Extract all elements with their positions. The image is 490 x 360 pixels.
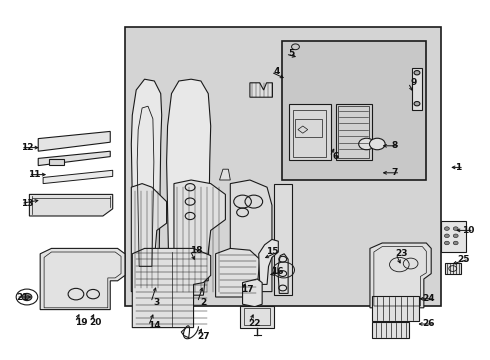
Bar xyxy=(125,27,441,306)
Bar xyxy=(445,263,461,274)
Bar xyxy=(244,308,270,325)
Circle shape xyxy=(369,138,385,150)
Text: 17: 17 xyxy=(241,285,254,294)
Polygon shape xyxy=(230,180,272,292)
Circle shape xyxy=(444,227,449,230)
Bar xyxy=(336,104,372,160)
Text: 8: 8 xyxy=(392,141,397,150)
Bar xyxy=(295,119,322,137)
Circle shape xyxy=(453,241,458,245)
Bar xyxy=(338,106,369,158)
Text: 12: 12 xyxy=(21,143,33,152)
Text: 22: 22 xyxy=(248,320,261,328)
Text: 3: 3 xyxy=(154,298,160,307)
Polygon shape xyxy=(274,184,292,295)
Circle shape xyxy=(444,234,449,238)
Polygon shape xyxy=(370,243,431,308)
Polygon shape xyxy=(131,184,167,292)
Bar xyxy=(49,159,64,165)
Text: 14: 14 xyxy=(148,321,161,330)
Text: 27: 27 xyxy=(197,332,210,341)
Text: 16: 16 xyxy=(270,267,283,276)
Text: 6: 6 xyxy=(333,152,339,161)
Bar xyxy=(372,296,419,321)
Bar xyxy=(282,41,426,180)
Polygon shape xyxy=(174,180,225,295)
Polygon shape xyxy=(216,248,260,297)
Circle shape xyxy=(414,102,420,106)
Circle shape xyxy=(359,138,374,150)
Text: 7: 7 xyxy=(391,168,398,177)
Circle shape xyxy=(444,241,449,245)
Polygon shape xyxy=(29,194,113,216)
Polygon shape xyxy=(250,83,272,97)
Polygon shape xyxy=(259,239,278,284)
Polygon shape xyxy=(131,79,162,281)
Text: 18: 18 xyxy=(190,246,202,255)
Bar xyxy=(293,110,326,157)
Circle shape xyxy=(22,293,32,301)
Text: 20: 20 xyxy=(89,318,102,327)
Text: 19: 19 xyxy=(74,318,87,327)
Text: 10: 10 xyxy=(462,226,474,235)
Text: 2: 2 xyxy=(200,298,206,307)
Polygon shape xyxy=(132,248,211,328)
Bar xyxy=(441,221,465,252)
Text: 1: 1 xyxy=(455,163,461,172)
Circle shape xyxy=(453,227,458,230)
Text: 24: 24 xyxy=(422,294,435,303)
Text: 9: 9 xyxy=(411,78,417,87)
Circle shape xyxy=(453,234,458,238)
Text: 4: 4 xyxy=(273,68,280,77)
Text: 11: 11 xyxy=(28,170,41,179)
Text: 23: 23 xyxy=(395,249,408,258)
Polygon shape xyxy=(167,79,211,281)
Text: 26: 26 xyxy=(422,320,435,328)
Polygon shape xyxy=(40,248,125,310)
Bar xyxy=(240,306,274,328)
Text: 21: 21 xyxy=(16,292,28,302)
Text: 25: 25 xyxy=(457,255,469,264)
Polygon shape xyxy=(43,170,113,184)
Bar xyxy=(289,104,331,160)
Circle shape xyxy=(414,71,420,75)
Polygon shape xyxy=(278,254,288,293)
Bar xyxy=(372,322,409,338)
Polygon shape xyxy=(38,151,110,166)
Text: 5: 5 xyxy=(289,49,294,58)
Polygon shape xyxy=(220,169,230,180)
Polygon shape xyxy=(38,131,110,151)
Text: 13: 13 xyxy=(21,199,33,208)
Bar xyxy=(412,68,422,110)
Text: 15: 15 xyxy=(266,248,278,256)
Polygon shape xyxy=(243,279,262,307)
